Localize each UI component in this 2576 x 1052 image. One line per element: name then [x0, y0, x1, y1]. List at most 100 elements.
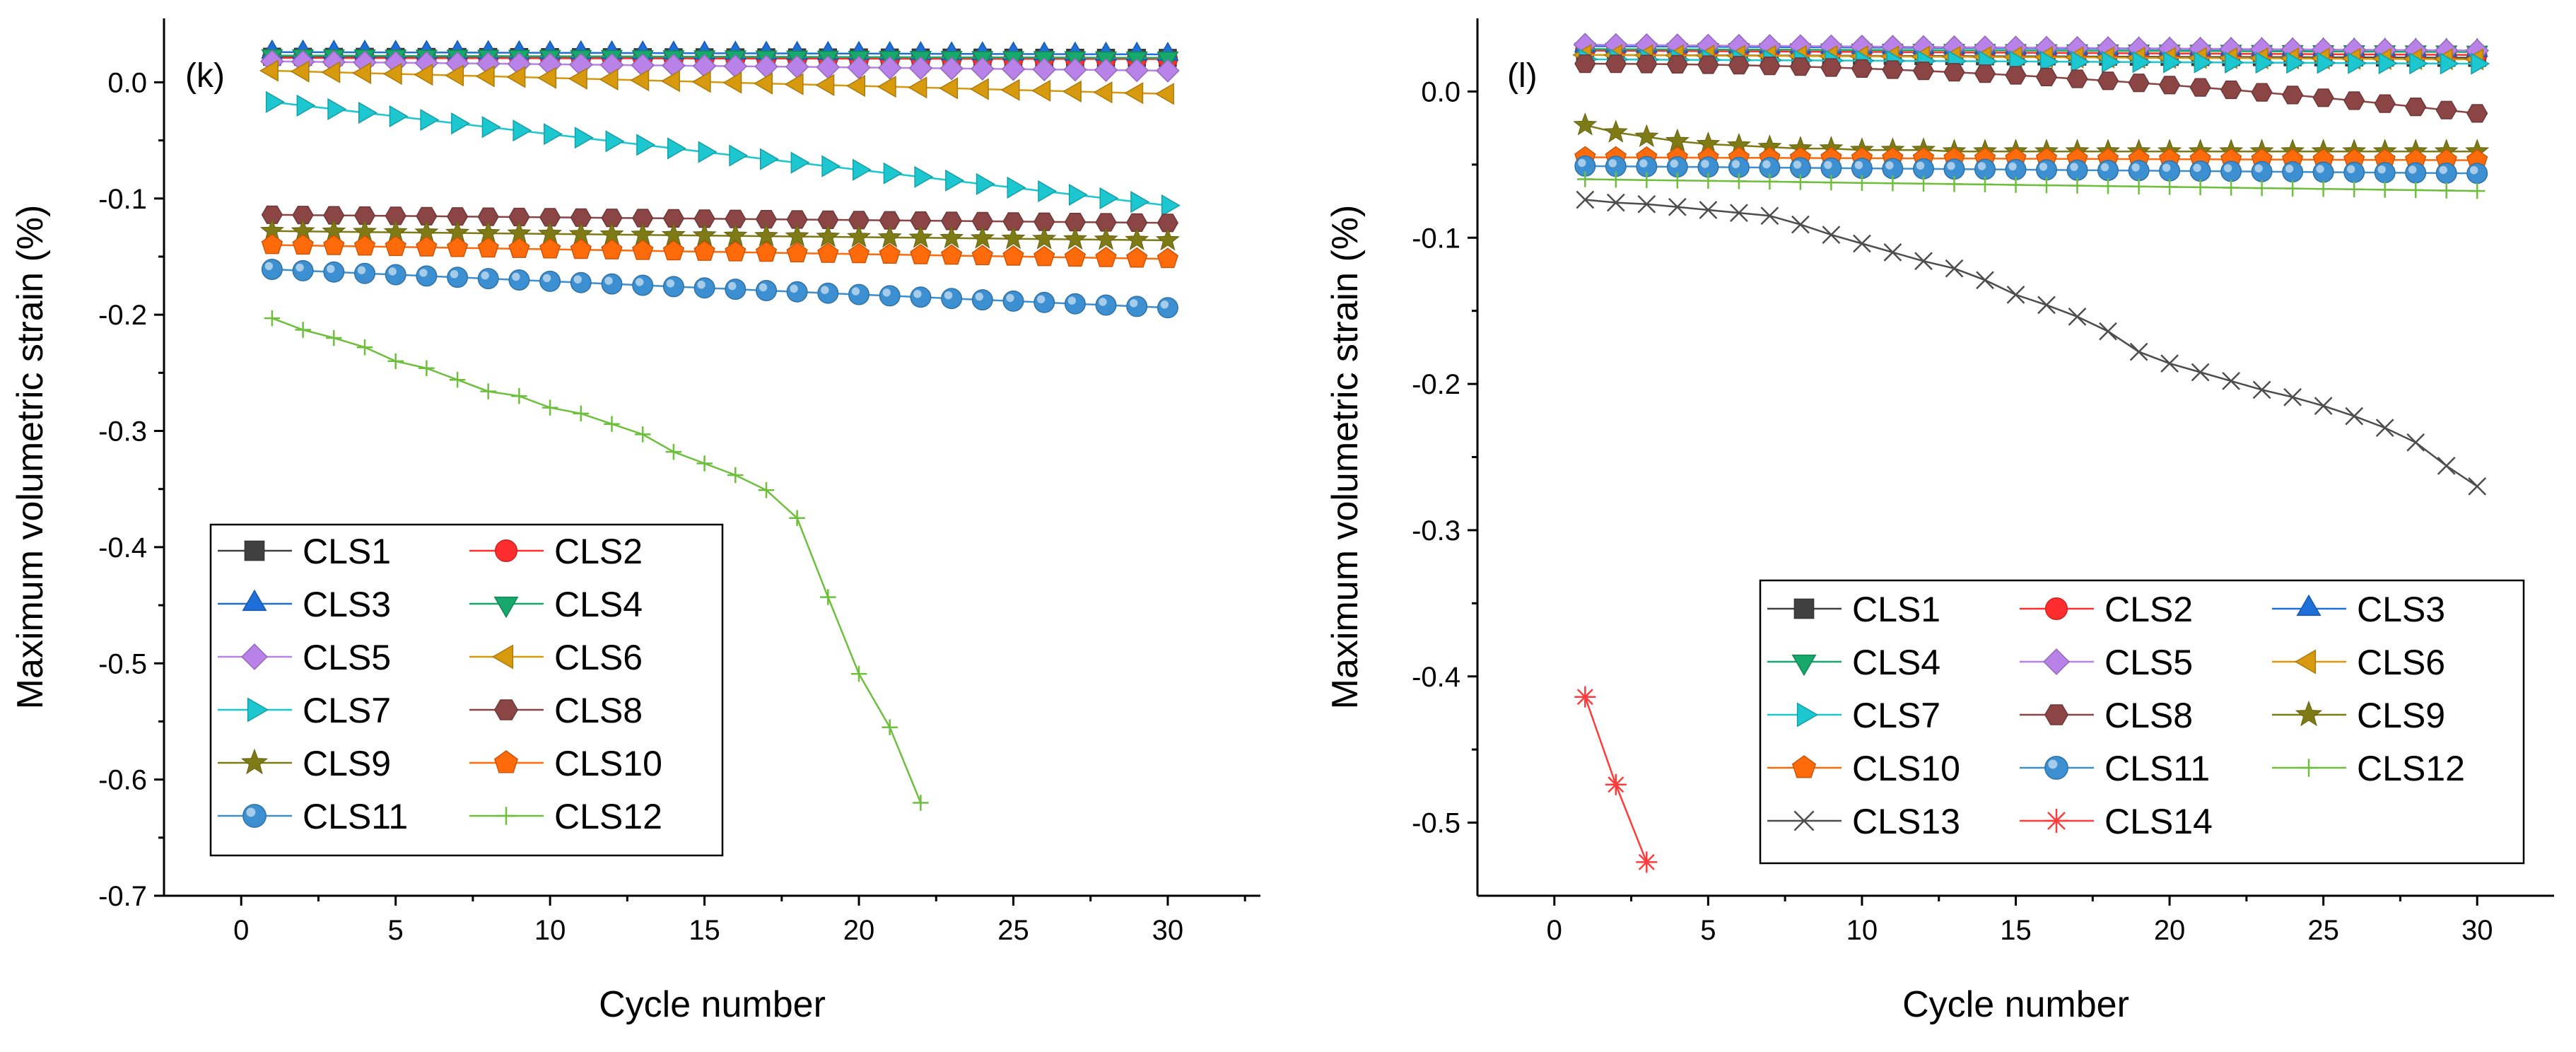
data-point	[508, 238, 530, 258]
data-point	[354, 262, 375, 284]
data-point	[754, 223, 779, 247]
data-point	[2435, 162, 2457, 184]
data-point	[2066, 69, 2088, 88]
data-point	[1792, 174, 1809, 190]
data-point	[1946, 176, 1962, 192]
legend-label: CLS10	[554, 744, 662, 783]
data-point	[1669, 172, 1686, 189]
x-axis-label: Cycle number	[1902, 984, 2129, 1025]
data-point	[323, 206, 345, 225]
legend-item-cls8: CLS8	[2020, 696, 2193, 735]
y-tick-label: -0.2	[98, 300, 147, 331]
data-point	[1063, 57, 1087, 82]
legend-item-cls2: CLS2	[2020, 590, 2193, 629]
data-point	[883, 162, 903, 185]
data-point	[1637, 194, 1656, 214]
data-point	[2286, 52, 2306, 74]
legend-marker	[491, 644, 514, 670]
data-point	[2315, 180, 2331, 197]
data-point	[660, 70, 680, 93]
data-point	[477, 207, 499, 226]
legend-label: CLS4	[554, 585, 643, 624]
legend-marker	[1791, 654, 1817, 677]
data-point	[1062, 80, 1082, 103]
legend-marker	[1793, 810, 1815, 831]
x-tick-label: 30	[1152, 915, 1184, 946]
data-point	[632, 209, 654, 228]
y-tick-label: -0.3	[98, 416, 147, 448]
data-point	[2469, 182, 2486, 199]
data-point	[665, 443, 682, 460]
series-cls11	[261, 259, 1178, 319]
legend-box	[209, 523, 724, 857]
data-point	[1820, 58, 1842, 77]
data-point	[2069, 177, 2085, 194]
data-point	[2254, 180, 2270, 197]
data-point	[722, 71, 742, 94]
legend-label: CLS5	[303, 638, 391, 677]
legend-label: CLS8	[554, 691, 643, 730]
data-point	[2100, 177, 2117, 194]
data-point	[601, 239, 623, 259]
legend-marker	[2044, 704, 2069, 725]
data-point	[389, 105, 409, 128]
data-point	[2102, 51, 2121, 74]
data-point	[1851, 59, 1873, 78]
data-point	[636, 134, 656, 156]
x-tick-label: 0	[1547, 915, 1562, 946]
data-point	[1095, 246, 1117, 267]
series-cls11	[1574, 155, 2488, 185]
data-point	[1574, 54, 1596, 74]
series-cls6	[259, 59, 1174, 105]
legend-label: CLS9	[303, 744, 391, 783]
data-point	[786, 281, 808, 303]
data-point	[698, 141, 718, 163]
data-point	[2437, 457, 2456, 475]
data-point	[816, 224, 841, 247]
data-point	[693, 240, 715, 261]
data-point	[1032, 57, 1057, 82]
data-point	[1126, 247, 1148, 268]
legend-item-cls5: CLS5	[2020, 643, 2193, 682]
legend-marker	[1791, 755, 1817, 778]
data-point	[2255, 52, 2275, 74]
data-point	[539, 238, 561, 259]
data-point	[910, 211, 932, 230]
legend-item-cls12: CLS12	[469, 797, 662, 836]
series-line-cls10	[271, 244, 1168, 260]
data-point	[723, 223, 748, 247]
data-point	[910, 243, 932, 264]
legend-marker	[497, 807, 515, 825]
data-point	[1636, 54, 1658, 74]
legend-marker	[493, 699, 519, 720]
data-point	[1002, 212, 1024, 231]
data-point	[908, 56, 933, 81]
data-point	[1034, 212, 1055, 231]
data-point	[1974, 158, 1996, 180]
legend-marker	[242, 804, 267, 828]
data-point	[1154, 83, 1174, 105]
data-point	[2409, 52, 2429, 75]
data-point	[2005, 66, 2027, 85]
data-point	[418, 360, 435, 377]
data-point	[1130, 191, 1150, 214]
data-point	[1606, 193, 1625, 212]
data-point	[817, 210, 839, 229]
data-point	[758, 482, 775, 498]
legend-marker	[240, 748, 269, 775]
legend-marker	[247, 697, 269, 723]
data-point	[261, 259, 283, 280]
data-point	[570, 208, 592, 227]
data-point	[2378, 52, 2398, 75]
data-point	[2159, 160, 2181, 182]
data-point	[2345, 407, 2364, 426]
data-point	[2189, 78, 2211, 97]
data-point	[2225, 51, 2244, 74]
data-point	[2036, 159, 2057, 181]
data-point	[2317, 52, 2336, 74]
legend-item-cls8: CLS8	[469, 691, 643, 730]
data-point	[353, 235, 376, 256]
data-point	[1853, 234, 1871, 253]
data-point	[1001, 57, 1026, 81]
y-tick-label: -0.5	[1412, 808, 1460, 839]
